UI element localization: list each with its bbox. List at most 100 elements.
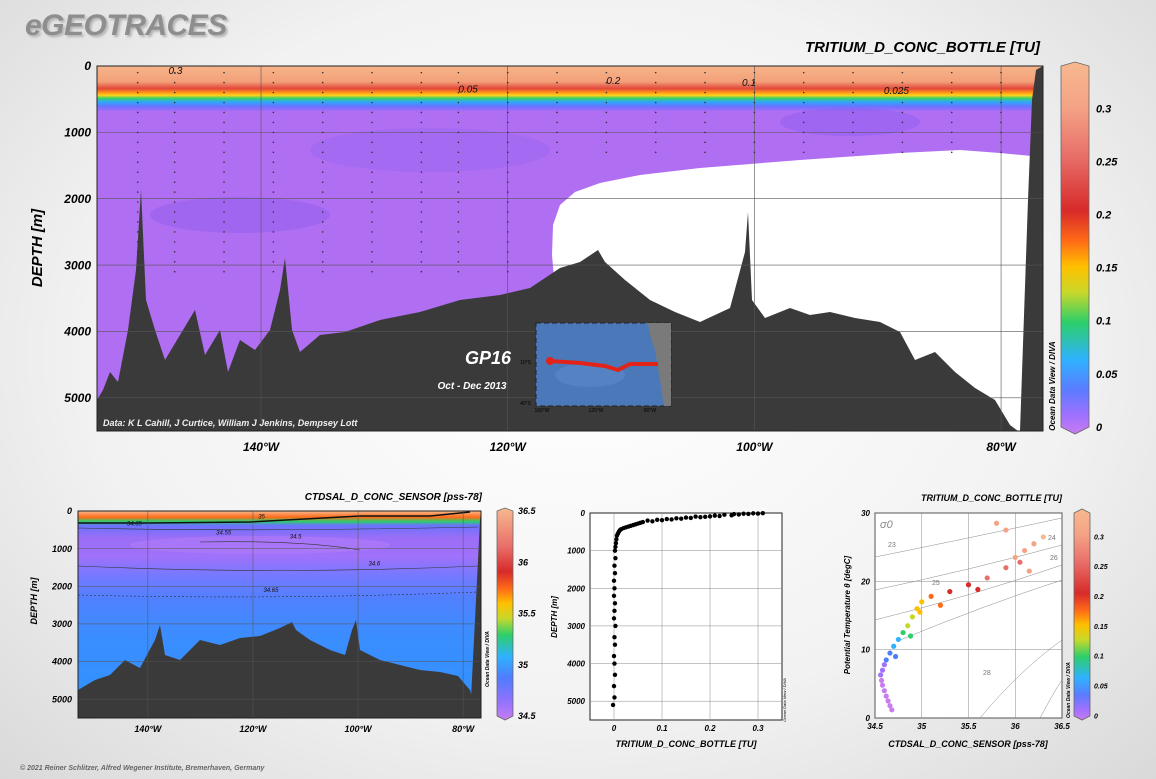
sample-dot xyxy=(272,191,275,193)
sample-dot xyxy=(420,71,423,74)
sample-dot xyxy=(506,270,509,273)
sample-dot xyxy=(371,121,373,124)
sample-dot xyxy=(457,151,460,154)
copyright-footer: © 2021 Reiner Schlitzer, Alfred Wegener … xyxy=(20,765,265,772)
sample-dot xyxy=(704,131,706,134)
sample-dot xyxy=(272,231,275,233)
sample-dot xyxy=(223,161,225,164)
sample-dot xyxy=(173,241,176,243)
sample-dot xyxy=(753,141,756,144)
sample-dot xyxy=(852,151,854,154)
sample-dot xyxy=(457,101,460,104)
sample-dot xyxy=(371,260,373,263)
sample-dot xyxy=(420,251,423,253)
sample-dot xyxy=(321,211,324,213)
sample-dot xyxy=(223,201,225,203)
sample-dot xyxy=(457,131,460,134)
sample-dot xyxy=(173,211,176,213)
sample-dot xyxy=(272,161,275,164)
sample-dot xyxy=(136,71,139,74)
sample-dot xyxy=(753,121,756,124)
sample-dot xyxy=(371,270,373,273)
sample-dot xyxy=(136,171,139,173)
sample-dot xyxy=(605,141,608,144)
sample-dot xyxy=(223,241,225,243)
sample-dot xyxy=(321,221,324,223)
sample-dot xyxy=(654,91,657,94)
sample-dot xyxy=(901,101,904,104)
inset-land xyxy=(648,323,671,406)
y-tick-label: 3000 xyxy=(64,258,91,272)
sample-dot xyxy=(950,91,953,94)
sample-dot xyxy=(605,91,608,94)
sample-dot xyxy=(136,91,139,94)
sample-dot xyxy=(950,121,953,124)
sample-dot xyxy=(654,111,657,114)
sample-dot xyxy=(950,141,953,144)
inset-lon-tick: 80°W xyxy=(644,408,657,414)
sample-dot xyxy=(654,141,657,144)
sample-dot xyxy=(901,141,904,144)
sample-dot xyxy=(802,121,805,124)
sample-dot xyxy=(506,141,509,144)
sample-dot xyxy=(371,91,373,94)
sample-dot xyxy=(802,151,805,154)
sample-dot xyxy=(420,211,423,213)
sample-dot xyxy=(605,131,608,134)
sample-dot xyxy=(136,81,139,84)
sample-dot xyxy=(321,181,324,183)
sample-dot xyxy=(223,81,225,84)
sample-dot xyxy=(556,131,558,134)
sample-dot xyxy=(173,111,176,114)
main-plot-border xyxy=(96,65,1044,432)
sample-dot xyxy=(223,101,225,104)
sample-dot xyxy=(272,101,275,104)
sample-dot xyxy=(802,91,805,94)
sample-dot xyxy=(506,101,509,104)
sample-dot xyxy=(901,111,904,114)
colorbar-tick-label: 0.3 xyxy=(1096,103,1111,115)
sample-dot xyxy=(272,71,275,74)
sample-dot xyxy=(704,151,706,154)
colorbar-tick-label: 0.2 xyxy=(1096,209,1111,221)
x-tick-label: 80°W xyxy=(986,440,1017,454)
sample-dot xyxy=(371,231,373,233)
sample-dot xyxy=(272,201,275,203)
sample-dot xyxy=(223,141,225,144)
purple-patch xyxy=(150,197,330,233)
contour-label: 0.05 xyxy=(458,85,478,96)
sample-dot xyxy=(136,211,139,213)
sample-dot xyxy=(506,151,509,154)
sample-dot xyxy=(272,251,275,253)
sample-dot xyxy=(852,71,854,74)
sample-dot xyxy=(223,71,225,74)
sample-dot xyxy=(173,221,176,223)
sample-dot xyxy=(753,151,756,154)
sample-dot xyxy=(852,141,854,144)
sample-dot xyxy=(223,270,225,273)
cruise-period: Oct - Dec 2013 xyxy=(438,381,507,392)
sample-dot xyxy=(223,151,225,154)
sample-dot xyxy=(1000,91,1002,94)
main-x-ticks: 140°W 120°W 100°W 80°W xyxy=(243,440,1018,454)
sample-dot xyxy=(457,141,460,144)
sample-dot xyxy=(173,141,176,144)
sample-dot xyxy=(457,111,460,114)
sample-dot xyxy=(173,171,176,173)
sample-dot xyxy=(272,151,275,154)
sample-dot xyxy=(272,181,275,183)
y-tick-label: 4000 xyxy=(63,325,91,339)
sample-dot xyxy=(654,101,657,104)
sample-dot xyxy=(321,171,324,173)
x-tick-label: 120°W xyxy=(490,440,528,454)
sample-dot xyxy=(321,161,324,164)
sample-dot xyxy=(901,91,904,94)
sample-dot xyxy=(753,71,756,74)
sample-dot xyxy=(371,251,373,253)
sample-dot xyxy=(852,131,854,134)
x-tick-label: 100°W xyxy=(736,440,774,454)
sample-dot xyxy=(556,141,558,144)
sample-dot xyxy=(321,151,324,154)
sample-dot xyxy=(950,81,953,84)
